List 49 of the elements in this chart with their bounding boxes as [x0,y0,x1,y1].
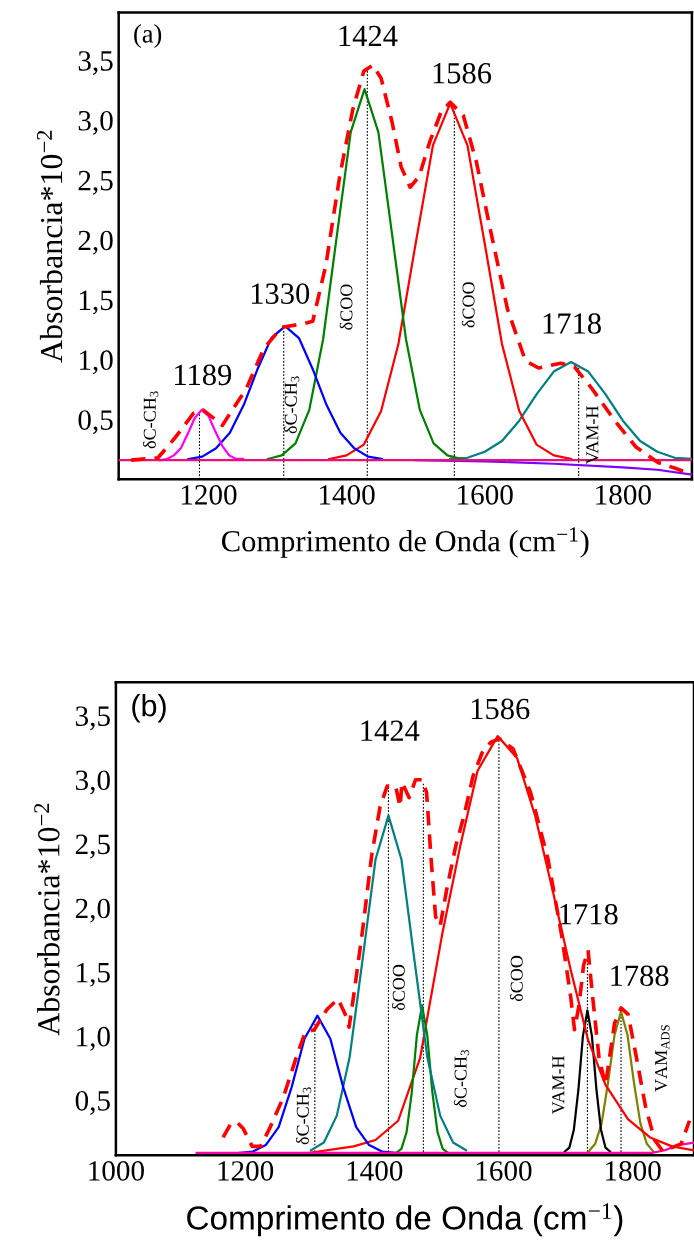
y-tick-label: 0,5 [78,410,113,435]
y-tick-label: 1,0 [77,1026,110,1051]
annotation: δC-CH$_{3}$ [296,1087,312,1145]
annotation: VAM-H [552,1055,565,1115]
y-tick-label: 2,0 [78,230,113,255]
annotation: 1788 [611,965,669,987]
y-tick-label: 3,5 [78,51,113,75]
y-tick-label: 2,0 [75,898,110,923]
x-tick-label: 1600 [476,1161,532,1181]
annotation: δC-CH$_{3}$ [143,391,159,449]
annotation: 1189 [175,364,232,386]
annotation: VAM$_{ADS}$ [655,1025,670,1092]
x-tick-label: 1200 [181,485,237,505]
annotation: 1424 [361,720,420,741]
x-tick-label: 1200 [218,1161,274,1181]
chart-title: (a) [134,24,162,49]
annotation: 1718 [560,903,618,925]
annotation: VAM-H [586,406,599,465]
x-tick-label: 1400 [319,485,375,505]
x-tick-label: 1800 [596,485,651,505]
x-tick-label: 1800 [606,1161,661,1181]
y-tick-label: 3,5 [75,706,110,731]
annotation: δCOO [392,964,405,1011]
y-axis-title: Absorbancia*10$^{−2}$ [36,130,63,363]
annotation: δCOO [461,282,475,328]
y-tick-label: 3,0 [75,770,110,795]
y-tick-label: 3,0 [78,110,113,135]
chart-title: (b) [132,694,166,723]
x-tick-label: 1600 [458,485,513,505]
y-tick-label: 1,0 [79,350,113,375]
y-axis-title: Absorbancia*10$^{−2}$ [34,803,60,1036]
x-axis-title: Comprimento de Onda (cm$^{−1}$) [187,1203,623,1237]
annotation: δCOO [509,955,523,1002]
annotation: 1424 [339,25,398,46]
x-tick-label: 1000 [89,1161,144,1181]
y-tick-label: 2,5 [78,170,113,195]
annotation: δC-CH$_{3}$ [453,1049,470,1107]
annotation: 1330 [251,283,310,304]
y-tick-label: 2,5 [75,834,110,859]
x-tick-label: 1400 [347,1161,403,1181]
annotation: δCOO [339,284,353,330]
annotation: 1718 [543,313,601,334]
annotation: 1586 [471,698,530,720]
y-tick-label: 1,5 [79,290,113,315]
y-tick-label: 1,5 [77,962,110,987]
y-tick-label: 0,5 [75,1090,110,1115]
annotation: δC-CH$_{3}$ [284,376,300,434]
x-axis-title: Comprimento de Onda (cm$^{−1}$) [222,527,589,558]
annotation: 1586 [433,62,492,84]
